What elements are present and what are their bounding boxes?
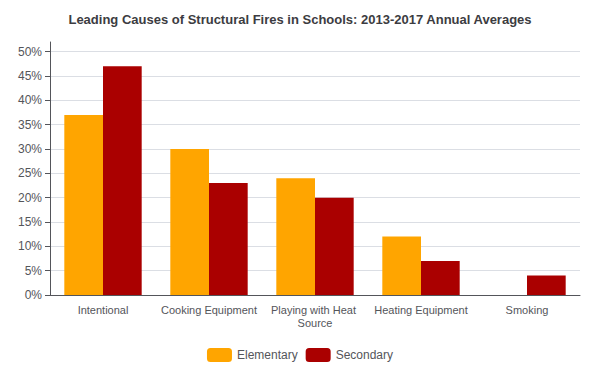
svg-text:Source: Source xyxy=(298,317,333,329)
svg-text:Cooking Equipment: Cooking Equipment xyxy=(161,304,257,316)
svg-text:10%: 10% xyxy=(18,239,42,253)
svg-text:Elementary: Elementary xyxy=(237,348,298,362)
svg-text:50%: 50% xyxy=(18,45,42,59)
svg-text:5%: 5% xyxy=(25,264,43,278)
svg-text:30%: 30% xyxy=(18,142,42,156)
svg-text:40%: 40% xyxy=(18,93,42,107)
svg-text:Secondary: Secondary xyxy=(336,348,393,362)
svg-text:20%: 20% xyxy=(18,191,42,205)
svg-text:Playing with Heat: Playing with Heat xyxy=(271,304,359,316)
svg-text:15%: 15% xyxy=(18,215,42,229)
svg-text:45%: 45% xyxy=(18,69,42,83)
svg-text:Heating Equipment: Heating Equipment xyxy=(374,304,468,316)
svg-text:0%: 0% xyxy=(25,288,43,302)
svg-text:Smoking: Smoking xyxy=(506,304,549,316)
svg-text:Leading Causes of Structural F: Leading Causes of Structural Fires in Sc… xyxy=(68,12,531,27)
svg-text:25%: 25% xyxy=(18,166,42,180)
svg-text:Intentional: Intentional xyxy=(78,304,129,316)
svg-text:35%: 35% xyxy=(18,118,42,132)
